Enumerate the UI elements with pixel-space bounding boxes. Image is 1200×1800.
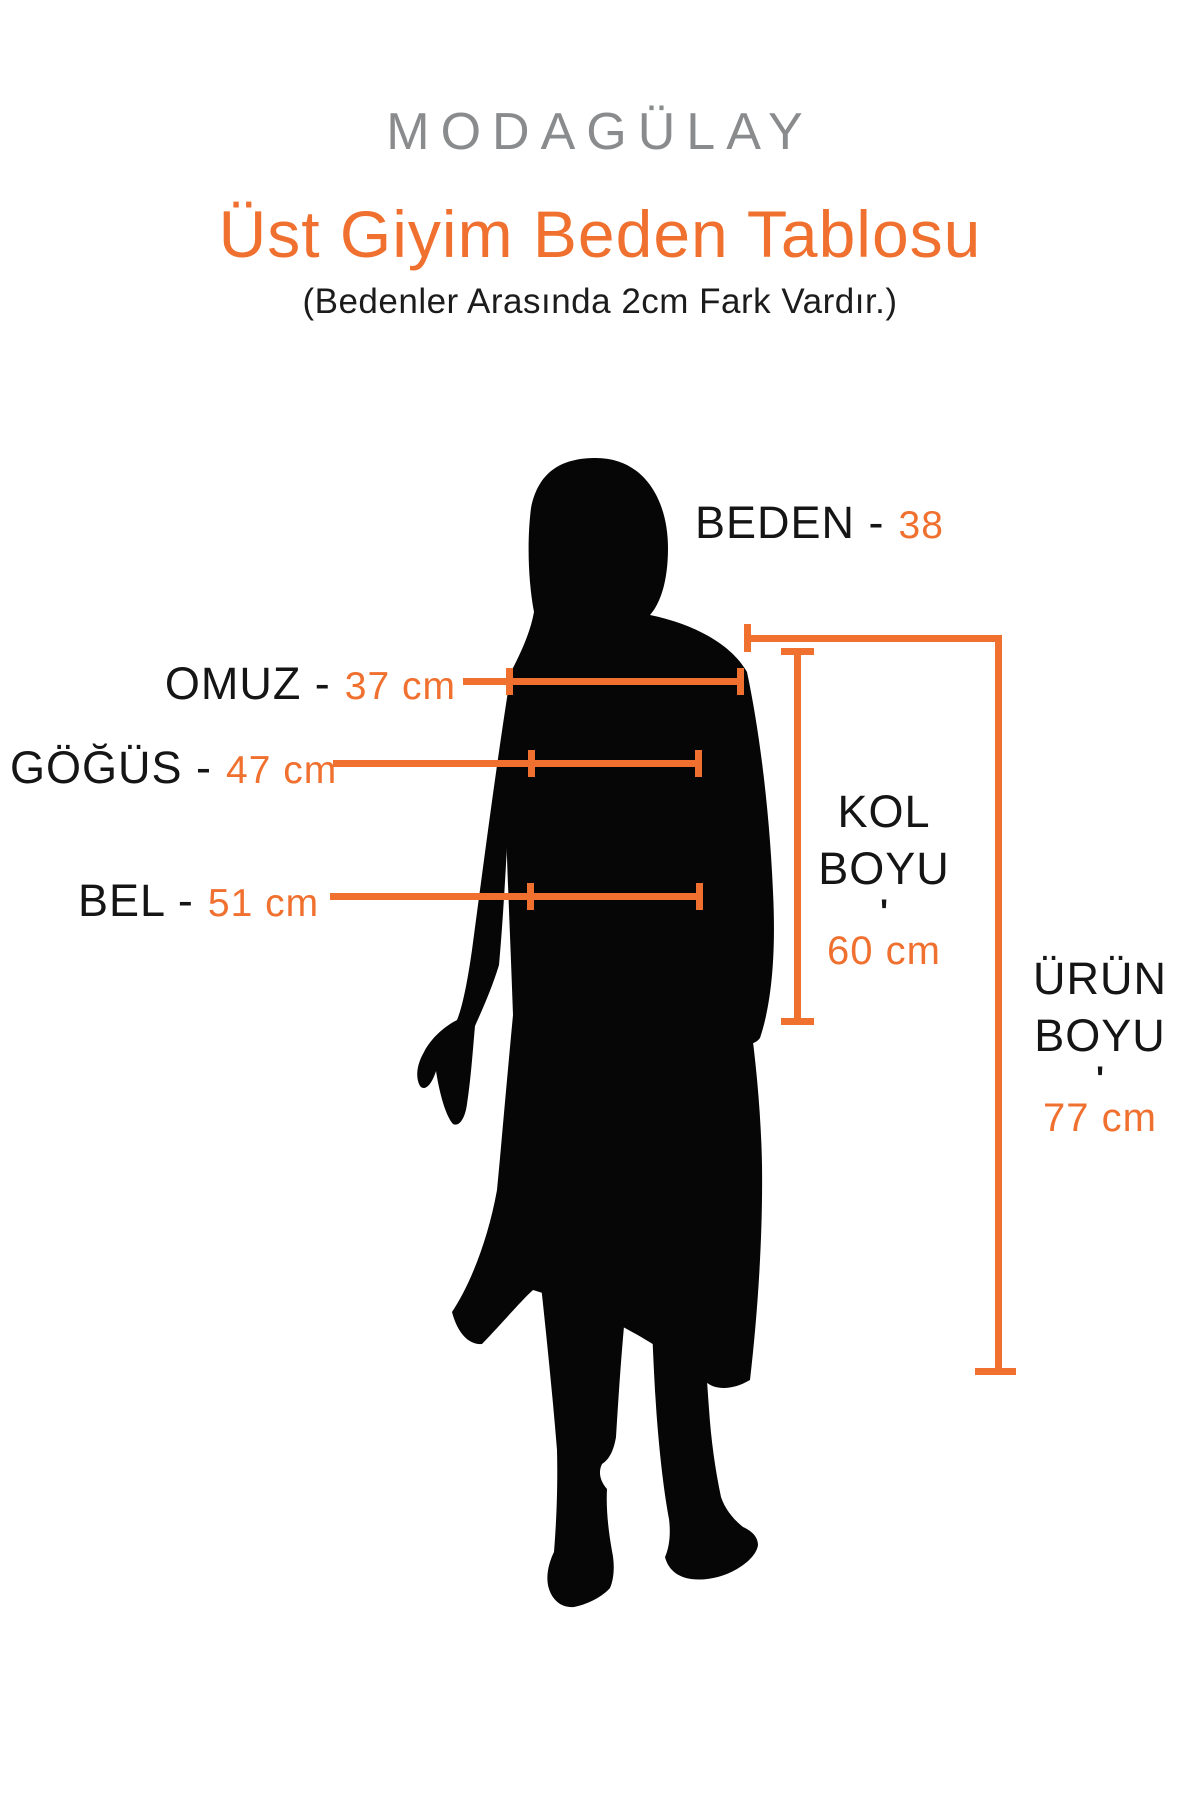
omuz-label: OMUZ - [164,658,331,709]
beden-label: BEDEN - [695,497,885,548]
silhouette-back-leg [650,1270,758,1580]
urun-tick-glyph: ' [1095,1060,1105,1098]
urun-boyu-label: ÜRÜN BOYU ' 77 cm [1013,950,1187,1142]
bel-measure-line [330,893,703,900]
bel-row: BEL - 51 cm [78,874,319,931]
gogus-tick-right [695,750,702,777]
silhouette-body [452,458,774,1388]
silhouette-front-leg [538,1232,636,1608]
bel-label: BEL - [78,875,194,926]
urun-line2: BOYU [1034,1010,1166,1061]
urun-line1: ÜRÜN [1033,953,1167,1004]
kol-boyu-label: KOL BOYU ' 60 cm [799,783,969,975]
brand-logo: MODAGÜLAY [386,103,814,161]
omuz-value: 37 cm [344,665,456,708]
gogus-row: GÖĞÜS - 47 cm [10,741,337,798]
omuz-tick-right [737,668,744,695]
gogus-measure-line [333,760,702,767]
beden-size-row: BEDEN - 38 [695,496,944,553]
urun-value: 77 cm [1043,1096,1157,1140]
kol-line2: BOYU [818,843,950,894]
kol-tick-glyph: ' [879,893,889,931]
beden-value: 38 [898,504,944,547]
gogus-tick-left [528,750,535,777]
kol-measure-line [794,651,801,1025]
omuz-measure-line [463,678,744,685]
kol-value: 60 cm [827,929,941,973]
urun-top-line [744,635,1002,642]
bel-tick-left [527,883,534,910]
page-title: Üst Giyim Beden Tablosu [218,197,982,271]
page-subtitle: (Bedenler Arasında 2cm Fark Vardır.) [302,282,898,321]
bel-value: 51 cm [207,882,320,925]
bel-tick-right [696,883,703,910]
gogus-label: GÖĞÜS - [10,742,213,793]
urun-measure-line [995,635,1002,1372]
woman-silhouette-figure [417,458,774,1608]
omuz-tick-left [506,668,513,695]
omuz-row: OMUZ - 37 cm [0,657,456,714]
kol-tick-bottom [781,1018,814,1025]
gogus-value: 47 cm [226,749,338,792]
urun-tick-bottom [975,1368,1016,1375]
kol-line1: KOL [837,786,931,837]
